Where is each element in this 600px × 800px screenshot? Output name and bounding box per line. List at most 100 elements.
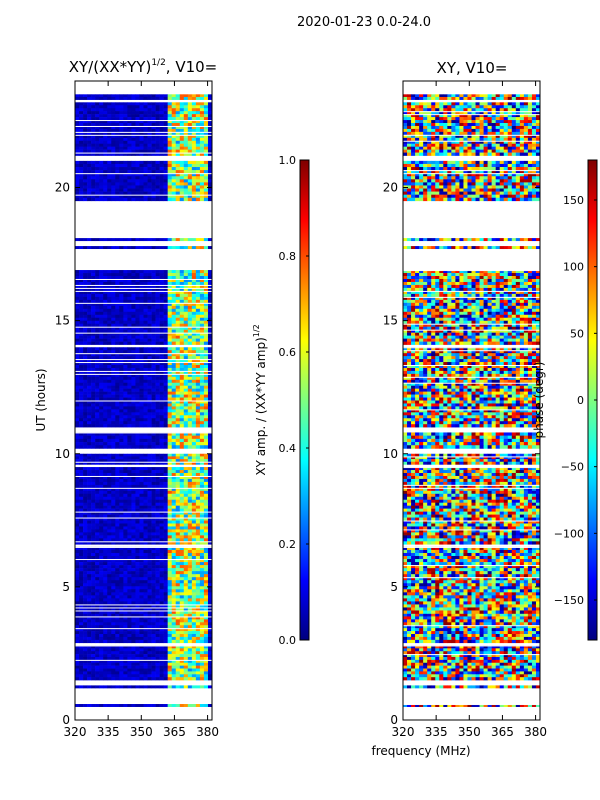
heatmap-cell (79, 278, 84, 283)
heatmap-cell (167, 568, 173, 572)
heatmap-cell (131, 552, 136, 557)
heatmap-cell (171, 418, 177, 422)
heatmap-cell (107, 648, 112, 652)
heatmap-cell (75, 179, 80, 183)
heatmap-cell (199, 613, 205, 617)
heatmap-cell (163, 278, 168, 283)
heatmap-cell (83, 287, 88, 292)
heatmap-cell (127, 529, 132, 533)
heatmap-cell (107, 353, 112, 357)
heatmap-cell (191, 299, 197, 304)
heatmap-cell (147, 651, 152, 655)
heatmap-cell (115, 311, 120, 316)
heatmap-cell (187, 379, 193, 384)
heatmap-cell (135, 552, 140, 557)
heatmap-cell (111, 665, 116, 669)
heatmap-cell (115, 535, 120, 539)
heatmap-cell (99, 461, 104, 465)
heatmap-cell (127, 574, 132, 578)
heatmap-cell (115, 484, 120, 489)
heatmap-cell (75, 674, 80, 678)
heatmap-cell (171, 432, 177, 436)
heatmap-cell (87, 424, 92, 428)
heatmap-cell (83, 238, 88, 242)
heatmap-cell (127, 478, 132, 483)
heatmap-cell (103, 191, 108, 195)
heatmap-cell (163, 639, 168, 644)
heatmap-cell (115, 170, 120, 174)
heatmap-cell (107, 651, 112, 655)
heatmap-cell (167, 665, 173, 669)
heatmap-cell (207, 182, 213, 186)
heatmap-cell (83, 577, 88, 581)
heatmap-cell (95, 514, 100, 518)
heatmap-cell (111, 481, 116, 486)
heatmap-cell (191, 356, 197, 360)
heatmap-cell (199, 499, 205, 503)
heatmap-cell (195, 505, 201, 509)
heatmap-cell (83, 356, 88, 360)
heatmap-cell (199, 607, 205, 611)
heatmap-cell (123, 287, 128, 292)
heatmap-cell (195, 308, 201, 313)
heatmap-cell (203, 278, 209, 283)
heatmap-cell (179, 628, 185, 632)
heatmap-cell (167, 320, 173, 325)
heatmap-cell (131, 176, 136, 180)
heatmap-cell (183, 668, 189, 672)
heatmap-cell (187, 438, 193, 443)
heatmap-cell (179, 589, 185, 593)
heatmap-cell (115, 456, 120, 460)
heatmap-cell (187, 173, 193, 177)
heatmap-cell (95, 308, 100, 313)
heatmap-cell (135, 305, 140, 310)
heatmap-cell (207, 499, 213, 503)
heatmap-cell (135, 296, 140, 301)
heatmap-cell (167, 273, 173, 277)
heatmap-cell (187, 341, 193, 345)
heatmap-cell (91, 296, 96, 301)
heatmap-cell (183, 353, 189, 357)
heatmap-cell (91, 415, 96, 419)
heatmap-cell (187, 598, 193, 602)
heatmap-cell (99, 565, 104, 569)
heatmap-cell (147, 191, 152, 195)
heatmap-cell (199, 453, 205, 457)
heatmap-cell (79, 654, 84, 658)
heatmap-cell (191, 409, 197, 413)
heatmap-cell (183, 182, 189, 186)
heatmap-cell (127, 163, 132, 168)
heatmap-cell (175, 659, 181, 664)
heatmap-cell (135, 662, 140, 666)
heatmap-cell (199, 490, 205, 495)
heatmap-cell (195, 276, 201, 280)
heatmap-cell (75, 424, 80, 428)
heatmap-cell (203, 173, 209, 177)
heatmap-cell (75, 496, 80, 501)
heatmap-cell (115, 634, 120, 638)
heatmap-cell (179, 685, 185, 689)
heatmap-cell (179, 592, 185, 596)
heatmap-cell (155, 296, 160, 301)
heatmap-cell (99, 583, 104, 587)
heatmap-cell (139, 167, 144, 171)
heatmap-cell (95, 302, 100, 307)
heatmap-cell (191, 654, 197, 658)
heatmap-cell (143, 577, 148, 581)
heatmap-cell (187, 403, 193, 407)
heatmap-cell (195, 490, 201, 495)
heatmap-cell (83, 350, 88, 354)
heatmap-cell (107, 397, 112, 401)
heatmap-cell (139, 435, 144, 440)
heatmap-cell (147, 418, 152, 422)
heatmap-cell (95, 362, 100, 366)
heatmap-cell (95, 379, 100, 384)
heatmap-cell (99, 475, 104, 480)
heatmap-cell (207, 556, 213, 560)
heatmap-cell (207, 589, 213, 593)
heatmap-cell (191, 481, 197, 486)
heatmap-cell (167, 461, 173, 465)
heatmap-cell (115, 305, 120, 310)
heatmap-cell (127, 188, 132, 192)
heatmap-cell (195, 335, 201, 339)
